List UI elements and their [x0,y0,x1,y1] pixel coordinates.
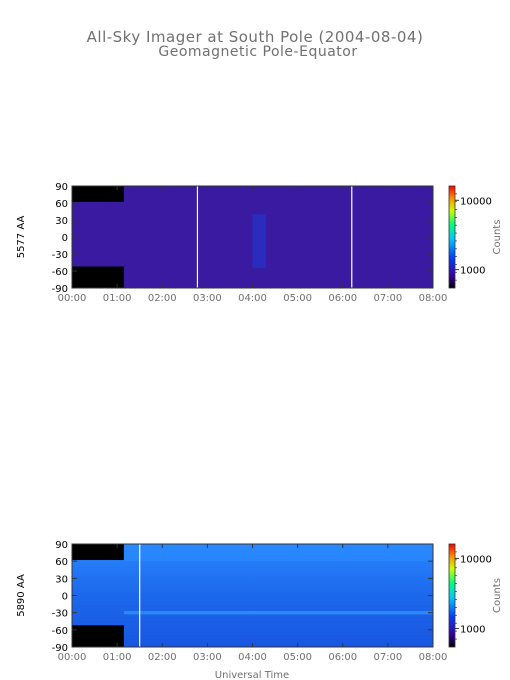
panel-2-y-tick-label-3: 0 [62,592,68,603]
panel-1-y-tick-label-6: -90 [52,284,68,295]
panel-1-y-tick-label-5: -60 [52,267,68,278]
panel-1-x-tick-label-4: 04:00 [238,293,267,304]
panel-2-feature-1 [123,544,434,562]
panel-2-data-gap-2 [72,625,124,647]
panel-1-x-tick-label-2: 02:00 [148,293,177,304]
panel-1-x-tick-label-0: 00:00 [58,293,87,304]
panel-2-colorbar [448,543,456,648]
panel-1-colorbar [448,185,456,289]
panel-1-y-tick-label-0: 90 [55,182,68,193]
panel-1-y-tick-label-2: 30 [55,216,68,227]
panel-1-feature-1 [252,214,267,269]
panel-2-y-tick-label-4: -30 [52,609,68,620]
panel-1-x-tick-label-3: 03:00 [193,293,222,304]
panel-1-y-tick-label-3: 0 [62,233,68,244]
x-axis-label: Universal Time [215,670,289,680]
panel-1-x-tick-label-1: 01:00 [103,293,132,304]
panel-2-x-tick-label-7: 07:00 [373,652,402,663]
panel-2-feature-2 [123,610,434,615]
panel-2-x-tick-label-5: 05:00 [283,652,312,663]
panel-2-y-tick-label-6: -90 [52,643,68,654]
panel-1-x-tick-label-6: 06:00 [328,293,357,304]
panel-1-colorbar-tick-label-0: 10000 [460,196,492,207]
panel-2-x-tick-label-3: 03:00 [193,652,222,663]
panel-1: 00:00 01:00 02:00 03:00 04:00 05:00 06:00 07:00… [16,182,503,304]
panel-2-colorbar-tick-label-1: 1000 [460,624,485,635]
panel-1-colorbar-label: Counts [492,220,503,255]
panel-1-y-axis-label: 5577 AA [16,216,27,259]
panel-1-x-tick-label-8: 08:00 [419,293,448,304]
panel-2-y-tick-label-0: 90 [55,540,68,551]
panel-2-y-tick-label-5: -60 [52,626,68,637]
panel-2-x-tick-label-8: 08:00 [419,652,448,663]
panel-2: 00:00 01:00 02:00 03:00 04:00 05:00 06:00 07:00… [16,540,503,663]
panel-2-y-tick-label-1: 60 [55,557,68,568]
chart-subtitle: Geomagnetic Pole-Equator [158,44,357,60]
panel-2-y-tick-label-2: 30 [55,574,68,585]
panel-1-y-tick-label-4: -30 [52,250,68,261]
panel-2-x-tick-label-2: 02:00 [148,652,177,663]
panel-2-x-tick-label-1: 01:00 [103,652,132,663]
panel-1-data-gap-1 [72,186,124,202]
panel-2-x-tick-label-6: 06:00 [328,652,357,663]
panel-1-data-gap-2 [72,266,124,288]
panel-2-x-tick-label-4: 04:00 [238,652,267,663]
panel-1-x-tick-label-7: 07:00 [373,293,402,304]
panel-1-colorbar-tick-label-1: 1000 [460,266,485,277]
panel-2-colorbar-label: Counts [492,578,503,613]
panel-2-y-axis-label: 5890 AA [16,574,27,617]
panel-2-data-gap-1 [72,544,124,561]
chart-title: All-Sky Imager at South Pole (2004-08-04… [87,28,424,46]
panel-1-x-tick-label-5: 05:00 [283,293,312,304]
panel-1-y-tick-label-1: 60 [55,199,68,210]
panel-2-x-tick-label-0: 00:00 [58,652,87,663]
panel-2-colorbar-tick-label-0: 10000 [460,554,492,565]
